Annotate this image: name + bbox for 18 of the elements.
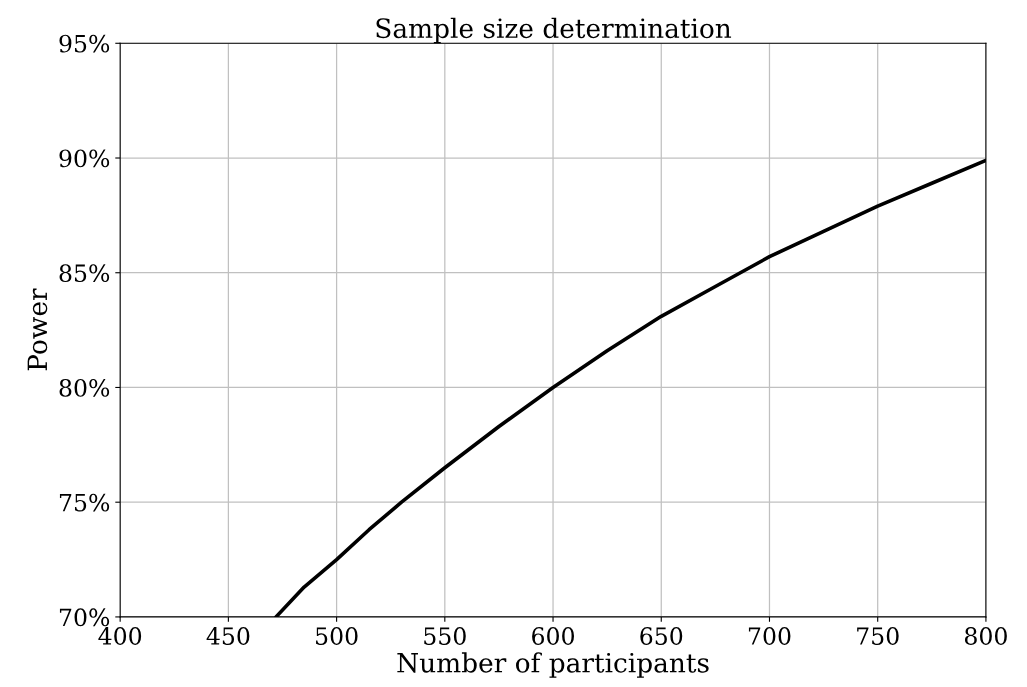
chart-title: Sample size determination	[376, 17, 732, 44]
y-tick-label: 80%	[59, 378, 110, 397]
y-axis-title: Power	[27, 288, 48, 371]
y-tick-label: 95%	[59, 34, 110, 53]
x-tick-label: 500	[316, 627, 358, 645]
x-tick-label: 650	[640, 627, 683, 645]
y-tick-label: 70%	[59, 608, 110, 627]
x-tick-label: 550	[424, 627, 466, 645]
x-axis-title: Number of participants	[397, 652, 709, 678]
x-tick-label: 450	[206, 627, 250, 645]
y-tick-label: 90%	[59, 149, 110, 168]
x-tick-label: 400	[98, 627, 142, 645]
x-tick-label: 750	[857, 627, 899, 645]
x-tick-label: 700	[748, 627, 791, 645]
x-tick-label: 800	[964, 627, 1007, 645]
y-tick-label: 85%	[59, 264, 110, 283]
y-tick-label: 75%	[59, 493, 110, 512]
x-tick-label: 600	[532, 627, 574, 645]
